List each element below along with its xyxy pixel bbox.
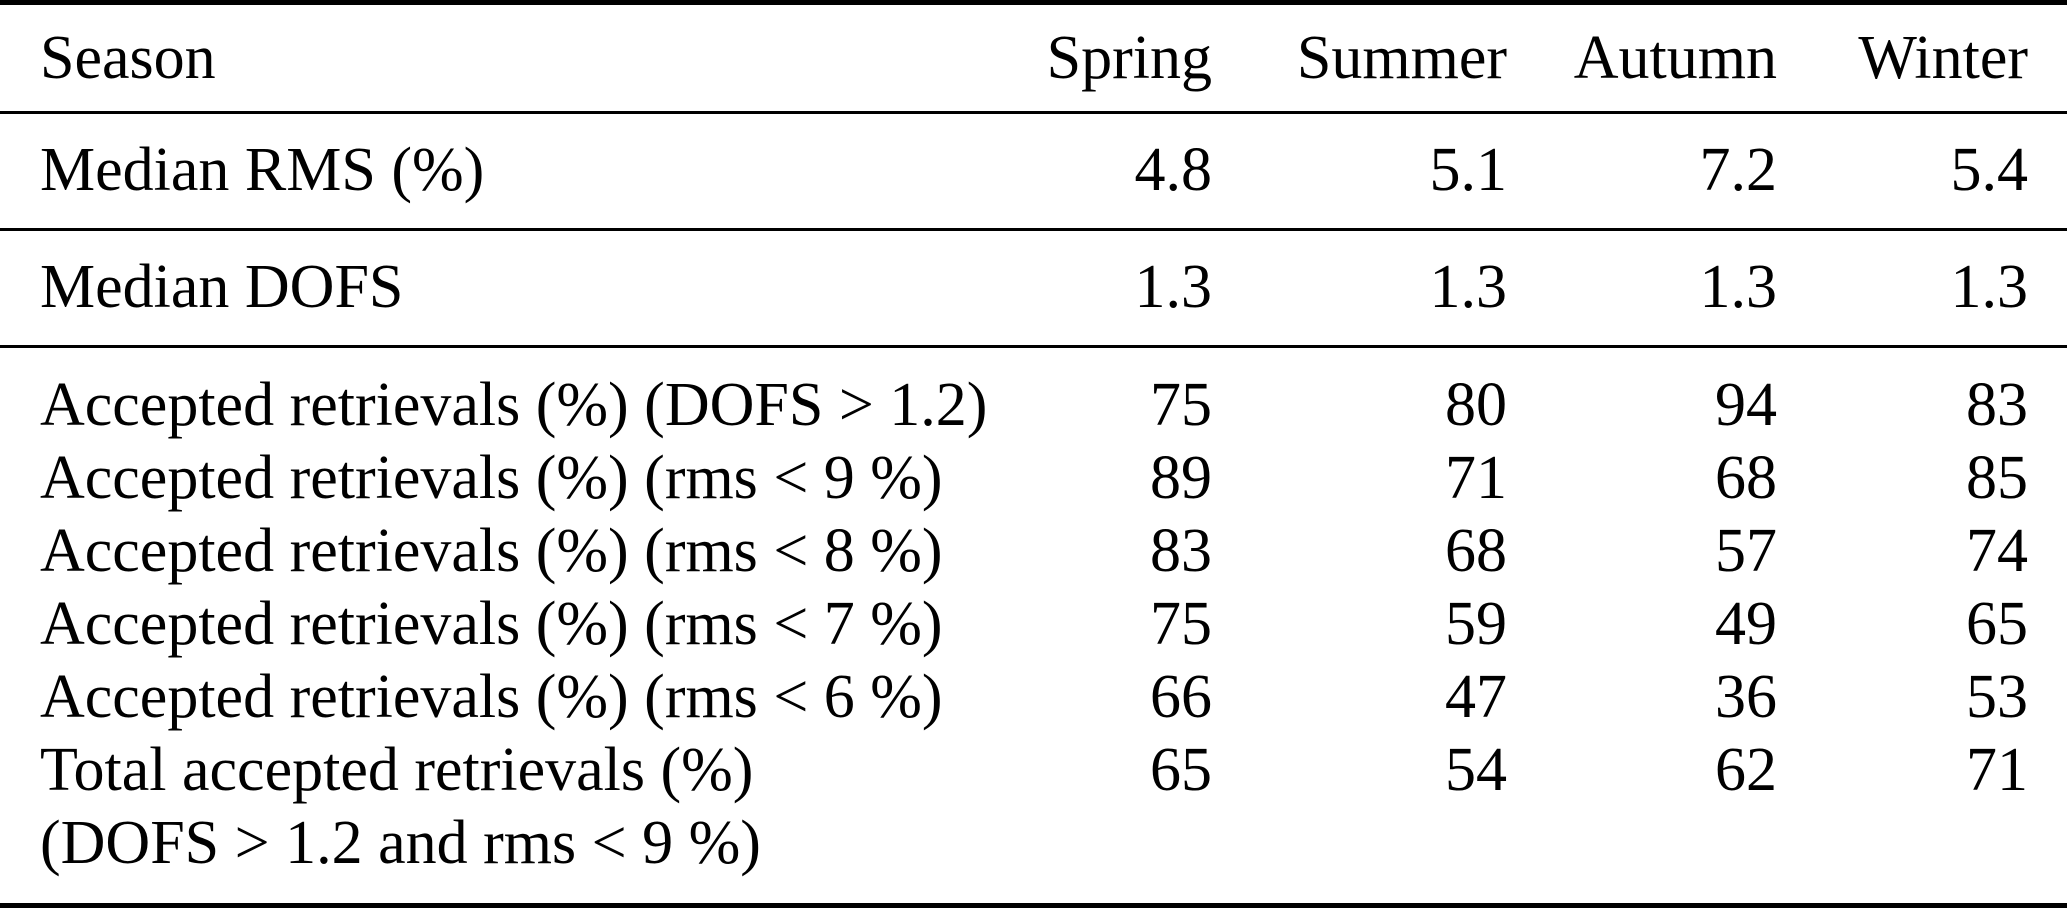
- value-cell-spring: 83: [1150, 516, 1212, 585]
- value-cell-winter: 74: [1966, 516, 2028, 585]
- row-label-line2: (DOFS > 1.2 and rms < 9 %): [40, 808, 761, 877]
- column-header-autumn: Autumn: [1507, 2, 1777, 114]
- value-cell-spring: 75: [1150, 370, 1212, 439]
- value-cell-autumn: 36: [1715, 662, 1777, 731]
- value-cell-winter: 53: [1966, 662, 2028, 731]
- value-cell-winter: 71: [1966, 735, 2028, 804]
- value-cell-autumn: 68: [1715, 443, 1777, 512]
- row-label-cell: Accepted retrievals (%) (rms < 8 %): [40, 516, 943, 585]
- section-median-dofs: Median DOFS 1.3 1.3 1.3 1.3: [0, 229, 2067, 348]
- value-cell-winter: 1.3: [1777, 229, 2067, 348]
- column-header-spring: Spring: [1000, 2, 1212, 114]
- value-cell-summer: 54: [1445, 735, 1507, 804]
- value-cell-spring: 4.8: [1000, 112, 1212, 231]
- table-row: Median DOFS 1.3 1.3 1.3 1.3: [0, 229, 2067, 348]
- value-cell-winter: 5.4: [1777, 112, 2067, 231]
- value-cell-summer: 1.3: [1212, 229, 1507, 348]
- value-cell-summer: 80: [1445, 370, 1507, 439]
- row-label-cell: Total accepted retrievals (%) (DOFS > 1.…: [0, 734, 1000, 906]
- row-label-line1: Total accepted retrievals (%): [40, 735, 754, 804]
- table-row: Accepted retrievals (%) (rms < 6 %) 66 4…: [0, 661, 2067, 734]
- value-cell-summer: 5.1: [1212, 112, 1507, 231]
- value-cell-winter: 85: [1966, 443, 2028, 512]
- value-cell-autumn: 94: [1715, 370, 1777, 439]
- table-header: Season Spring Summer Autumn Winter: [0, 2, 2067, 114]
- value-cell-autumn: 7.2: [1507, 112, 1777, 231]
- table-row: Accepted retrievals (%) (DOFS > 1.2) 75 …: [0, 346, 2067, 442]
- value-cell-summer: 68: [1445, 516, 1507, 585]
- value-cell-winter: 83: [1966, 370, 2028, 439]
- value-cell-spring: 65: [1150, 735, 1212, 804]
- column-header-winter: Winter: [1777, 2, 2067, 114]
- row-label-cell: Accepted retrievals (%) (rms < 7 %): [40, 589, 943, 658]
- header-row: Season Spring Summer Autumn Winter: [0, 2, 2067, 114]
- table-row: Accepted retrievals (%) (rms < 8 %) 83 6…: [0, 515, 2067, 588]
- row-label-cell: Accepted retrievals (%) (rms < 6 %): [40, 662, 943, 731]
- value-cell-spring: 75: [1150, 589, 1212, 658]
- section-accepted-retrievals: Accepted retrievals (%) (DOFS > 1.2) 75 …: [0, 346, 2067, 905]
- row-label-cell: Median DOFS: [0, 229, 1000, 348]
- table-row: Total accepted retrievals (%) (DOFS > 1.…: [0, 734, 2067, 906]
- section-median-rms: Median RMS (%) 4.8 5.1 7.2 5.4: [0, 112, 2067, 231]
- column-header-summer: Summer: [1212, 2, 1507, 114]
- column-header-season: Season: [0, 2, 1000, 114]
- row-label-cell: Accepted retrievals (%) (rms < 9 %): [40, 443, 943, 512]
- value-cell-spring: 66: [1150, 662, 1212, 731]
- value-cell-autumn: 62: [1715, 735, 1777, 804]
- value-cell-winter: 65: [1966, 589, 2028, 658]
- value-cell-summer: 71: [1445, 443, 1507, 512]
- value-cell-spring: 1.3: [1000, 229, 1212, 348]
- value-cell-autumn: 1.3: [1507, 229, 1777, 348]
- row-label-cell: Median RMS (%): [0, 112, 1000, 231]
- table-row: Accepted retrievals (%) (rms < 7 %) 75 5…: [0, 588, 2067, 661]
- value-cell-autumn: 57: [1715, 516, 1777, 585]
- row-label-cell: Accepted retrievals (%) (DOFS > 1.2): [40, 370, 988, 439]
- value-cell-spring: 89: [1150, 443, 1212, 512]
- table-row: Accepted retrievals (%) (rms < 9 %) 89 7…: [0, 442, 2067, 515]
- table-row: Median RMS (%) 4.8 5.1 7.2 5.4: [0, 112, 2067, 231]
- value-cell-autumn: 49: [1715, 589, 1777, 658]
- value-cell-summer: 47: [1445, 662, 1507, 731]
- value-cell-summer: 59: [1445, 589, 1507, 658]
